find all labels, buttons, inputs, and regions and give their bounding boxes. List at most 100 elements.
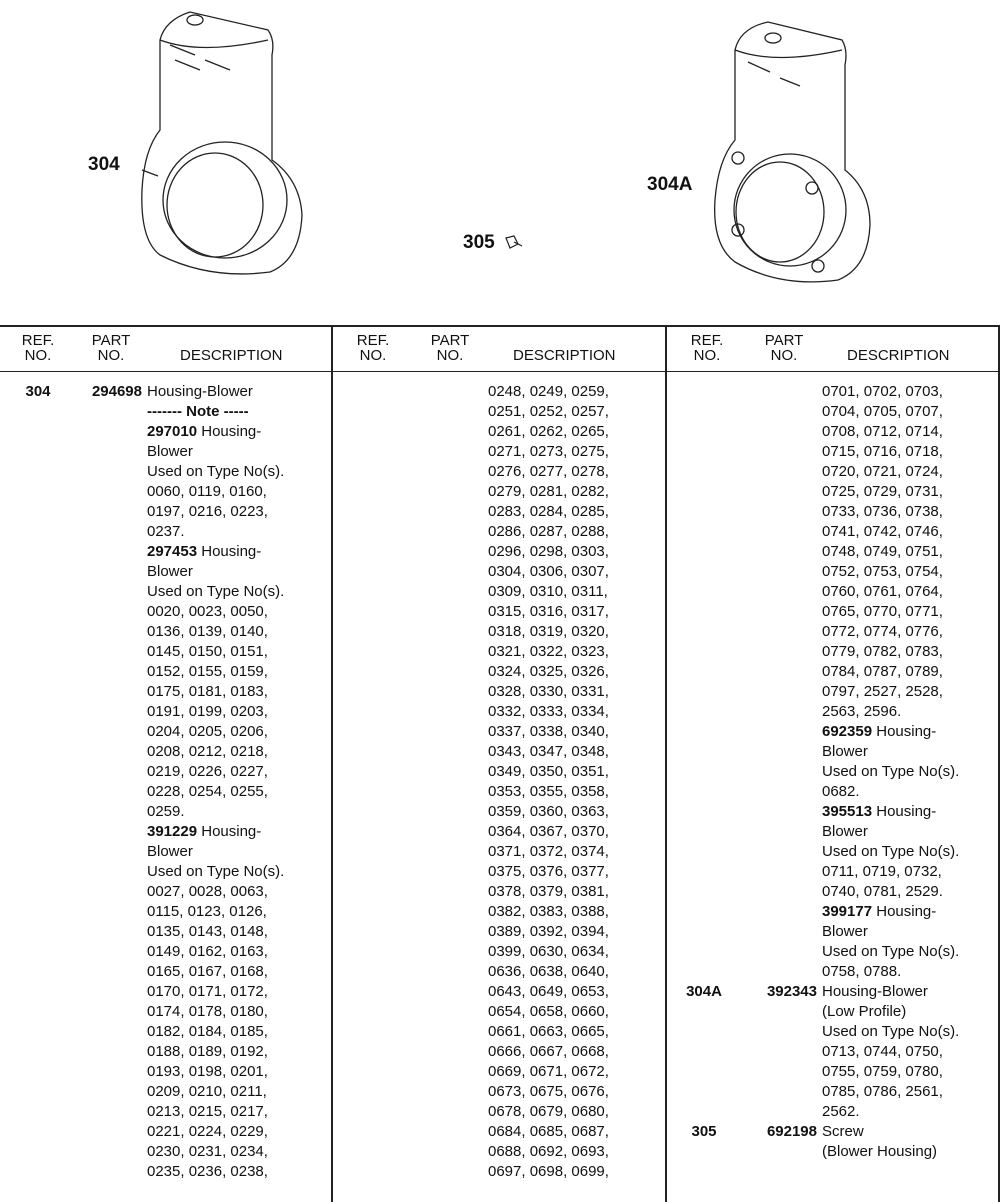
description-line: 0701, 0702, 0703,: [822, 382, 943, 402]
description-text: 0286, 0287, 0288,: [488, 523, 609, 540]
description-text: Blower: [147, 563, 193, 580]
exploded-view-drawing: [141, 11, 871, 283]
description-text: Housing-: [197, 423, 262, 440]
description-text: 0337, 0338, 0340,: [488, 723, 609, 740]
description-text: 0136, 0139, 0140,: [147, 623, 268, 640]
description-line: 0364, 0367, 0370,: [488, 822, 609, 842]
description-line: 399177 Housing-: [822, 902, 936, 922]
description-text: 0170, 0171, 0172,: [147, 983, 268, 1000]
description-text: 0375, 0376, 0377,: [488, 863, 609, 880]
parts-column-3: REF. NO. PART NO. DESCRIPTION 0701, 0702, 070…: [665, 327, 1000, 1202]
description-line: 0248, 0249, 0259,: [488, 382, 609, 402]
description-line: 0182, 0184, 0185,: [147, 1022, 268, 1042]
description-text: 0711, 0719, 0732,: [822, 863, 942, 880]
description-text: 2562.: [822, 1103, 860, 1120]
description-line: 0315, 0316, 0317,: [488, 602, 609, 622]
description-line: 0785, 0786, 2561,: [822, 1082, 943, 1102]
description-text: 0271, 0273, 0275,: [488, 443, 609, 460]
description-line: 0704, 0705, 0707,: [822, 402, 943, 422]
header-description: DESCRIPTION: [513, 347, 616, 364]
description-line: 0684, 0685, 0687,: [488, 1122, 609, 1142]
description-line: 0654, 0658, 0660,: [488, 1002, 609, 1022]
description-text: Used on Type No(s).: [822, 843, 960, 860]
description-text: 0661, 0663, 0665,: [488, 1023, 609, 1040]
description-line: 0740, 0781, 2529.: [822, 882, 943, 902]
description-line: 0309, 0310, 0311,: [488, 582, 608, 602]
description-text: 0389, 0392, 0394,: [488, 923, 609, 940]
description-line: Used on Type No(s).: [147, 582, 284, 602]
description-line: 0296, 0298, 0303,: [488, 542, 609, 562]
description-line: (Low Profile): [822, 1002, 906, 1022]
description-text: 0328, 0330, 0331,: [488, 683, 609, 700]
description-line: 0784, 0787, 0789,: [822, 662, 943, 682]
description-line: 0279, 0281, 0282,: [488, 482, 609, 502]
description-line: 297010 Housing-: [147, 422, 261, 442]
header-part-line1: PART: [430, 332, 470, 349]
description-text: 0175, 0181, 0183,: [147, 683, 268, 700]
part-number: 294698: [91, 383, 142, 400]
description-line: 0193, 0198, 0201,: [147, 1062, 268, 1082]
description-line: 0772, 0774, 0776,: [822, 622, 943, 642]
description-text: Housing-: [872, 903, 937, 920]
description-text: 0765, 0770, 0771,: [822, 603, 943, 620]
description-line: 0755, 0759, 0780,: [822, 1062, 943, 1082]
description-line: 0343, 0347, 0348,: [488, 742, 609, 762]
description-text: Blower: [822, 923, 868, 940]
part-number-inline: ------- Note -----: [147, 403, 249, 420]
description-text: 0174, 0178, 0180,: [147, 1003, 268, 1020]
description-line: 0027, 0028, 0063,: [147, 882, 268, 902]
callout-305: 305: [463, 232, 495, 253]
description-line: 692359 Housing-: [822, 722, 936, 742]
description-text: 0748, 0749, 0751,: [822, 543, 943, 560]
description-line: 0636, 0638, 0640,: [488, 962, 609, 982]
description-text: 0191, 0199, 0203,: [147, 703, 268, 720]
description-text: (Blower Housing): [822, 1143, 938, 1160]
description-text: 0666, 0667, 0668,: [488, 1043, 609, 1060]
description-line: Used on Type No(s).: [147, 862, 284, 882]
description-text: 0704, 0705, 0707,: [822, 403, 943, 420]
description-text: 0359, 0360, 0363,: [488, 803, 609, 820]
description-line: 0382, 0383, 0388,: [488, 902, 609, 922]
description-text: Used on Type No(s).: [147, 863, 285, 880]
description-text: 0701, 0702, 0703,: [822, 383, 943, 400]
description-line: 0251, 0252, 0257,: [488, 402, 609, 422]
description-line: 0697, 0698, 0699,: [488, 1162, 609, 1182]
header-part-line1: PART: [91, 332, 131, 349]
description-text: 0740, 0781, 2529.: [822, 883, 943, 900]
description-text: 0678, 0679, 0680,: [488, 1103, 609, 1120]
header-ref-line2: NO.: [24, 347, 52, 364]
description-text: 0772, 0774, 0776,: [822, 623, 943, 640]
description-text: 0309, 0310, 0311,: [488, 583, 608, 600]
description-text: 0060, 0119, 0160,: [147, 483, 267, 500]
description-text: 0237.: [147, 523, 185, 540]
description-text: Used on Type No(s).: [147, 463, 285, 480]
description-text: 0741, 0742, 0746,: [822, 523, 943, 540]
description-text: 0208, 0212, 0218,: [147, 743, 268, 760]
description-line: 0389, 0392, 0394,: [488, 922, 609, 942]
description-line: 0208, 0212, 0218,: [147, 742, 268, 762]
description-line: Used on Type No(s).: [822, 842, 959, 862]
description-line: 0643, 0649, 0653,: [488, 982, 609, 1002]
description-line: 0733, 0736, 0738,: [822, 502, 943, 522]
description-text: 0315, 0316, 0317,: [488, 603, 609, 620]
description-text: Housing-: [197, 823, 262, 840]
description-line: 0353, 0355, 0358,: [488, 782, 609, 802]
header-ref-line1: REF.: [21, 332, 55, 349]
description-line: 297453 Housing-: [147, 542, 261, 562]
description-text: 0715, 0716, 0718,: [822, 443, 943, 460]
description-line: 0720, 0721, 0724,: [822, 462, 943, 482]
description-line: Blower: [822, 922, 868, 942]
description-text: 0204, 0205, 0206,: [147, 723, 268, 740]
description-text: 0321, 0322, 0323,: [488, 643, 609, 660]
description-text: 0115, 0123, 0126,: [147, 903, 267, 920]
description-line: Used on Type No(s).: [822, 762, 959, 782]
description-text: 0669, 0671, 0672,: [488, 1063, 609, 1080]
description-line: 0399, 0630, 0634,: [488, 942, 609, 962]
description-line: 0235, 0236, 0238,: [147, 1162, 268, 1182]
description-line: 0204, 0205, 0206,: [147, 722, 268, 742]
description-text: Blower: [147, 843, 193, 860]
description-text: 0654, 0658, 0660,: [488, 1003, 609, 1020]
description-line: Used on Type No(s).: [822, 1022, 959, 1042]
description-line: 0219, 0226, 0227,: [147, 762, 268, 782]
description-line: Screw: [822, 1122, 864, 1142]
